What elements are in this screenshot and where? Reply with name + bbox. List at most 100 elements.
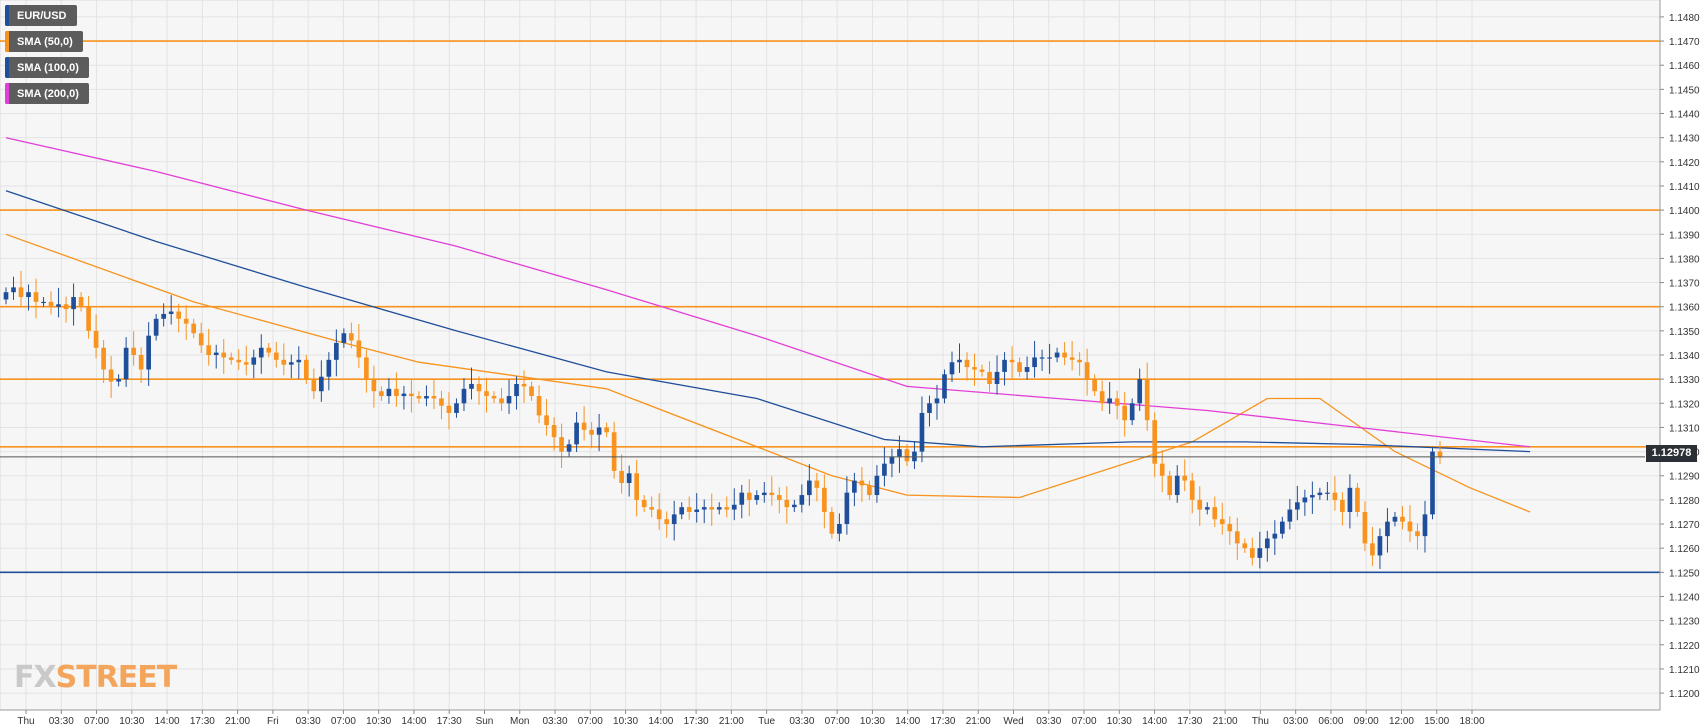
- candle-body: [251, 357, 257, 365]
- sma-line: [5, 190, 1531, 453]
- candle: [1407, 505, 1413, 542]
- candle-body: [559, 437, 564, 452]
- candle: [1310, 481, 1315, 514]
- candle: [972, 353, 977, 386]
- candle: [889, 448, 895, 478]
- candle-body: [78, 297, 84, 307]
- candle: [641, 495, 647, 512]
- candle: [574, 411, 579, 453]
- candle: [1437, 440, 1443, 465]
- candle-body: [1054, 352, 1060, 358]
- candle-body: [904, 449, 910, 462]
- y-tick-label: 1.1250: [1669, 568, 1700, 579]
- candle: [529, 381, 534, 401]
- x-tick-label: 21:00: [719, 716, 744, 727]
- fxstreet-logo: FXSTREET: [14, 660, 177, 695]
- candle-body: [769, 492, 775, 496]
- candle-body: [236, 359, 242, 363]
- candle-body: [1219, 519, 1225, 525]
- candle-body: [3, 292, 9, 300]
- candle-body: [26, 292, 31, 298]
- candle: [844, 476, 850, 535]
- candle: [1242, 538, 1248, 554]
- candle-body: [469, 383, 474, 389]
- candle-body: [1377, 536, 1383, 556]
- candle-body: [1325, 492, 1330, 494]
- candle: [101, 340, 106, 384]
- candle: [41, 297, 46, 307]
- x-tick-label: Wed: [1003, 716, 1023, 727]
- candle-body: [979, 369, 985, 372]
- y-tick-label: 1.1350: [1669, 327, 1700, 338]
- candle: [1054, 347, 1060, 363]
- candle-body: [1002, 359, 1007, 372]
- candle: [1144, 362, 1150, 431]
- last-price-badge: 1.12978: [1646, 445, 1697, 462]
- candle: [1092, 374, 1097, 397]
- candle-body: [1047, 357, 1052, 359]
- candle-body: [221, 352, 227, 358]
- candle-body: [379, 391, 384, 397]
- candle: [431, 379, 437, 410]
- candle: [649, 496, 655, 518]
- legend-item-eurusd[interactable]: EUR/USD: [5, 5, 77, 26]
- x-tick-label: Mon: [510, 716, 529, 727]
- candle: [746, 479, 752, 517]
- candle: [18, 270, 24, 308]
- candle-body: [761, 492, 767, 496]
- x-tick-label: 07:00: [825, 716, 850, 727]
- legend-item-sma50[interactable]: SMA (50,0): [5, 31, 83, 52]
- x-tick-label: 17:30: [684, 716, 709, 727]
- candle-body: [1062, 352, 1067, 358]
- candle-body: [889, 456, 895, 464]
- x-tick-label: 17:30: [1177, 716, 1202, 727]
- candle: [1400, 506, 1405, 530]
- candle: [1287, 498, 1293, 530]
- candle-body: [446, 405, 452, 413]
- candle: [934, 384, 940, 420]
- candle-body: [168, 311, 174, 314]
- candle-body: [491, 396, 497, 399]
- candle-body: [874, 475, 880, 496]
- horizontal-levels: [0, 40, 1660, 574]
- candle: [679, 502, 685, 520]
- candle: [206, 328, 212, 366]
- legend-item-sma100[interactable]: SMA (100,0): [5, 57, 89, 78]
- candle: [1272, 520, 1278, 555]
- candle: [168, 295, 174, 325]
- candle: [1009, 346, 1015, 379]
- candle-body: [183, 318, 189, 324]
- candle-body: [739, 492, 745, 505]
- candle-body: [484, 391, 489, 397]
- x-tick-label: 03:00: [1283, 716, 1308, 727]
- candle-body: [701, 507, 707, 510]
- sma-line: [5, 137, 1531, 448]
- candle-body: [1317, 492, 1323, 496]
- candle: [1137, 368, 1143, 412]
- candle: [11, 276, 16, 300]
- candle: [1204, 502, 1210, 515]
- candle-body: [957, 359, 962, 363]
- candle: [108, 355, 114, 398]
- candle: [814, 472, 820, 502]
- candle-body: [852, 480, 857, 493]
- candle-body: [919, 412, 925, 452]
- candle: [1099, 380, 1105, 412]
- candle-body: [153, 318, 159, 336]
- candle-body: [641, 499, 647, 508]
- candle-body: [161, 313, 166, 319]
- candle: [769, 476, 775, 506]
- candle: [228, 352, 234, 365]
- candle-body: [1249, 548, 1255, 558]
- candle-body: [1092, 379, 1097, 392]
- legend-item-sma200[interactable]: SMA (200,0): [5, 83, 89, 104]
- candle: [138, 347, 144, 384]
- candle: [1002, 352, 1007, 386]
- candle: [1302, 489, 1308, 516]
- candle: [356, 324, 362, 369]
- x-tick-label: 21:00: [225, 716, 250, 727]
- candle: [288, 354, 294, 379]
- candle: [897, 435, 902, 473]
- candle: [439, 390, 444, 420]
